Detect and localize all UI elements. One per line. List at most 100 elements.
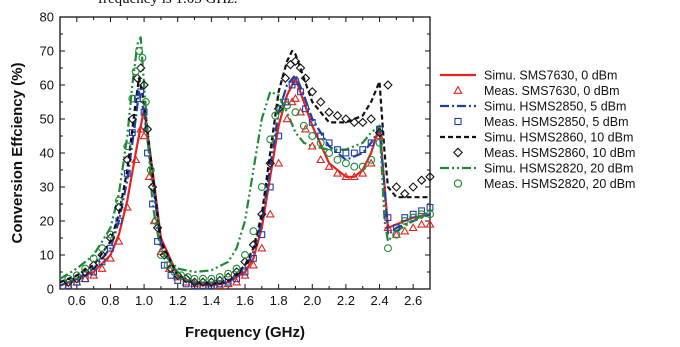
square-marker bbox=[325, 139, 333, 147]
circle-marker bbox=[409, 213, 418, 222]
diamond-marker bbox=[273, 104, 284, 114]
triangle-marker bbox=[400, 226, 410, 235]
triangle-marker bbox=[105, 253, 116, 262]
circle-marker bbox=[350, 162, 359, 171]
diamond-marker bbox=[349, 117, 360, 128]
series-line-simu-sms7630-0-dbm bbox=[59, 77, 431, 287]
diamond-marker bbox=[127, 114, 138, 124]
circle-marker bbox=[392, 230, 401, 239]
diamond-marker bbox=[132, 73, 143, 83]
diamond-marker bbox=[248, 240, 259, 250]
square-marker bbox=[241, 268, 249, 276]
y-tick-label: 30 bbox=[40, 180, 54, 195]
circle-marker bbox=[249, 227, 258, 236]
y-tick-label: 50 bbox=[40, 112, 54, 127]
diamond-marker bbox=[324, 107, 334, 117]
circle-marker bbox=[72, 271, 81, 280]
triangle-marker bbox=[274, 158, 284, 167]
triangle-marker bbox=[383, 223, 393, 232]
square-marker bbox=[401, 214, 409, 222]
y-axis-label: Conversion Effciency (%) bbox=[9, 63, 26, 244]
triangle-marker bbox=[290, 93, 301, 102]
square-marker bbox=[454, 117, 462, 126]
circle-marker bbox=[400, 217, 409, 225]
x-tick-label: 1.6 bbox=[236, 293, 254, 308]
square-marker bbox=[297, 88, 304, 96]
circle-marker bbox=[291, 108, 300, 117]
square-marker bbox=[107, 244, 114, 252]
diamond-marker bbox=[97, 250, 107, 260]
circle-marker bbox=[135, 47, 144, 55]
triangle-marker bbox=[139, 131, 149, 140]
diamond-marker bbox=[142, 124, 153, 134]
series-markers-meas-hsms2860-10-dbm bbox=[63, 56, 435, 287]
circle-marker bbox=[98, 244, 107, 253]
circle-marker bbox=[417, 210, 426, 219]
axis-ticks: 0.6 0.8 1.0 1.2 1.4 1.6 1.8 2.0 2.2 2.4 2.6 0 10 20 30… bbox=[40, 10, 431, 308]
x-tick-label: 2.4 bbox=[371, 293, 389, 308]
circle-marker bbox=[106, 230, 115, 239]
circle-marker bbox=[207, 274, 216, 283]
square-marker bbox=[302, 105, 309, 113]
square-marker bbox=[249, 254, 257, 262]
legend-label: Meas. HSMS2860, 10 dBm bbox=[484, 146, 635, 160]
circle-marker bbox=[333, 155, 342, 164]
square-marker bbox=[275, 132, 283, 140]
circle-marker bbox=[170, 268, 179, 276]
circle-marker bbox=[131, 67, 140, 76]
diamond-marker bbox=[315, 97, 326, 107]
x-tick-label: 2.6 bbox=[404, 293, 422, 308]
circle-marker bbox=[123, 142, 132, 151]
legend-label: Simu. SMS7630, 0 dBm bbox=[484, 69, 617, 83]
square-marker bbox=[367, 139, 375, 147]
diamond-marker bbox=[307, 87, 318, 97]
legend-label: Meas. HSMS2850, 5 dBm bbox=[484, 115, 629, 129]
diamond-marker bbox=[383, 80, 393, 90]
triangle-marker bbox=[391, 229, 401, 238]
diamond-marker bbox=[88, 260, 99, 270]
square-marker bbox=[266, 183, 274, 191]
triangle-marker bbox=[282, 114, 292, 123]
triangle-marker bbox=[408, 223, 418, 232]
y-tick-label: 0 bbox=[47, 282, 54, 297]
square-marker bbox=[115, 217, 123, 225]
diamond-marker bbox=[341, 114, 351, 124]
triangle-marker bbox=[181, 277, 191, 286]
x-tick-label: 1.2 bbox=[169, 293, 187, 308]
y-tick-label: 10 bbox=[40, 248, 54, 263]
circle-marker bbox=[367, 155, 376, 164]
square-marker bbox=[140, 108, 148, 116]
diamond-marker bbox=[453, 147, 463, 158]
circle-marker bbox=[138, 53, 147, 62]
y-tick-label: 60 bbox=[40, 78, 54, 93]
circle-marker bbox=[156, 251, 165, 259]
circle-marker bbox=[198, 274, 207, 283]
triangle-marker bbox=[265, 209, 275, 218]
square-marker bbox=[334, 146, 341, 154]
square-marker bbox=[342, 149, 350, 157]
circle-marker bbox=[64, 274, 73, 283]
circle-marker bbox=[146, 166, 155, 174]
diamond-marker bbox=[290, 56, 301, 66]
triangle-marker bbox=[341, 172, 351, 181]
diamond-marker bbox=[408, 182, 418, 192]
circle-marker bbox=[114, 196, 123, 205]
circle-marker bbox=[257, 183, 266, 191]
diamond-marker bbox=[159, 250, 170, 260]
diamond-marker bbox=[391, 182, 402, 192]
circle-marker bbox=[316, 138, 325, 147]
triangle-marker bbox=[136, 124, 146, 133]
diamond-marker bbox=[135, 63, 146, 73]
y-tick-label: 80 bbox=[40, 10, 54, 25]
diamond-marker bbox=[300, 73, 311, 83]
x-tick-label: 2.2 bbox=[337, 293, 355, 308]
circle-marker bbox=[190, 274, 199, 283]
diamond-marker bbox=[139, 80, 149, 90]
circle-marker bbox=[224, 269, 233, 278]
triangle-marker bbox=[374, 131, 385, 140]
circle-marker bbox=[215, 273, 224, 282]
data-series bbox=[59, 36, 435, 290]
circle-marker bbox=[375, 138, 384, 147]
diamond-marker bbox=[374, 127, 385, 138]
